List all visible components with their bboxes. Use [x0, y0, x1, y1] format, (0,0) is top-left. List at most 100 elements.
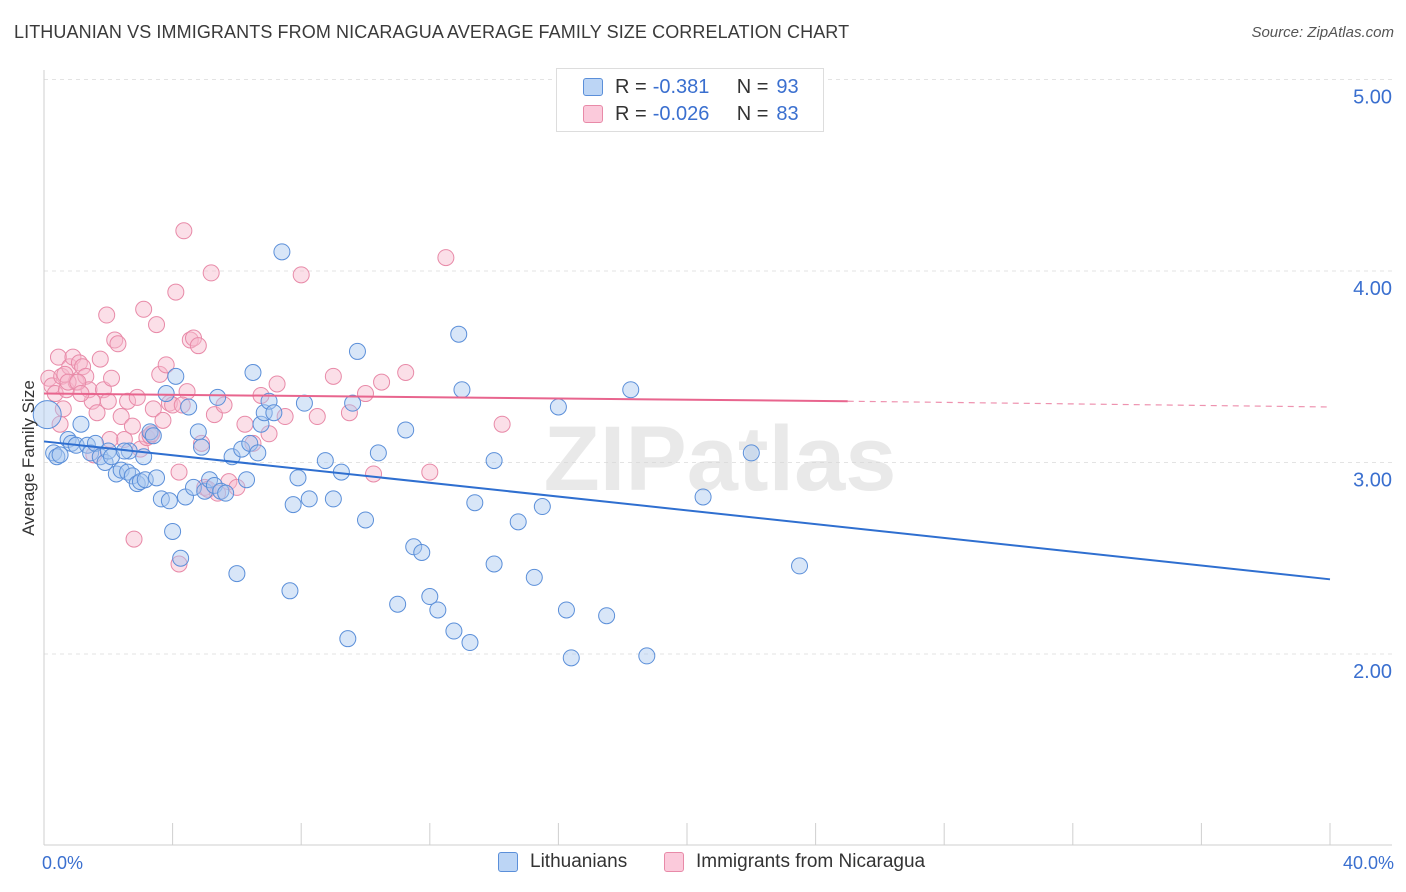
data-point-lithuanians [180, 398, 198, 416]
data-point-nicaragua [128, 388, 146, 406]
data-point-lithuanians [72, 415, 90, 433]
data-point-lithuanians [157, 385, 175, 403]
data-point-lithuanians [32, 400, 62, 430]
data-point-nicaragua [59, 373, 77, 391]
y-tick-label: 2.00 [1353, 661, 1392, 683]
data-point-nicaragua [170, 463, 188, 481]
data-point-nicaragua [373, 373, 391, 391]
data-point-nicaragua [119, 392, 137, 410]
data-point-lithuanians [112, 461, 130, 479]
data-point-lithuanians [172, 549, 190, 567]
trend-line-nicaragua-extension [847, 400, 1331, 408]
data-point-lithuanians [429, 601, 447, 619]
bottom-legend-nicaragua: Immigrants from Nicaragua [664, 851, 925, 873]
data-point-nicaragua [189, 337, 207, 355]
data-point-lithuanians [638, 647, 656, 665]
data-point-nicaragua [88, 404, 106, 422]
data-point-lithuanians [300, 490, 318, 508]
data-point-nicaragua [202, 264, 220, 282]
legend-n-value: 83 [776, 102, 799, 125]
series-lithuanians [32, 243, 809, 667]
data-point-lithuanians [549, 398, 567, 416]
data-point-lithuanians [244, 363, 262, 381]
data-point-nicaragua [51, 415, 69, 433]
data-point-nicaragua [170, 555, 188, 573]
data-point-nicaragua [175, 222, 193, 240]
bottom-legend-lithuanians: Lithuanians [498, 851, 627, 873]
data-point-nicaragua [144, 400, 162, 418]
data-point-nicaragua [112, 408, 130, 426]
data-point-lithuanians [461, 634, 479, 652]
trend-line-nicaragua [43, 392, 848, 403]
legend-swatch-pink [583, 105, 603, 123]
data-point-lithuanians [485, 555, 503, 573]
x-tick-label: 40.0% [1343, 853, 1394, 873]
data-point-lithuanians [48, 448, 66, 466]
data-point-nicaragua [268, 375, 286, 393]
data-point-nicaragua [103, 369, 121, 387]
data-point-nicaragua [148, 316, 166, 334]
tick-labels: 2.00 3.00 4.00 5.00 0.0% 40.0% [42, 87, 1394, 874]
data-point-lithuanians [421, 588, 439, 606]
source-label: Source: ZipAtlas.com [1251, 24, 1394, 41]
data-point-nicaragua [135, 300, 153, 318]
data-point-nicaragua [437, 249, 455, 267]
data-point-nicaragua [397, 363, 415, 381]
trend-lines [43, 392, 1331, 581]
data-point-lithuanians [348, 342, 366, 360]
legend-swatch-blue [583, 78, 603, 96]
chart-title: LITHUANIAN VS IMMIGRANTS FROM NICARAGUA … [14, 22, 850, 42]
data-point-nicaragua [236, 415, 254, 433]
data-point-lithuanians [324, 490, 342, 508]
data-point-lithuanians [209, 388, 227, 406]
data-point-lithuanians [193, 438, 211, 456]
data-point-lithuanians [485, 452, 503, 470]
legend-row-nicaragua: R = -0.026 N = 83 [583, 102, 799, 126]
data-point-lithuanians [357, 511, 374, 529]
data-point-lithuanians [51, 446, 69, 464]
legend-row-lithuanians: R = -0.381 N = 93 [583, 75, 799, 99]
bottom-legend-label: Lithuanians [530, 851, 628, 872]
data-point-nicaragua [99, 392, 117, 410]
data-point-nicaragua [167, 283, 185, 301]
data-point-lithuanians [167, 367, 185, 385]
data-point-lithuanians [622, 381, 640, 399]
data-point-lithuanians [228, 565, 246, 583]
grid-lines [44, 79, 1392, 655]
data-point-nicaragua [493, 415, 511, 433]
data-point-lithuanians [189, 423, 207, 441]
data-point-lithuanians [742, 444, 760, 462]
data-point-lithuanians [289, 469, 307, 487]
data-point-lithuanians [249, 444, 267, 462]
y-tick-label: 5.00 [1353, 87, 1392, 109]
data-point-lithuanians [265, 404, 283, 422]
data-point-nicaragua [276, 408, 294, 426]
y-axis-label: Average Family Size [19, 380, 38, 536]
data-point-lithuanians [598, 607, 616, 625]
data-point-lithuanians [445, 622, 463, 640]
data-point-nicaragua [74, 358, 92, 376]
bottom-legend: Lithuanians Immigrants from Nicaragua [0, 851, 1406, 879]
y-tick-label: 3.00 [1353, 470, 1392, 492]
y-tick-label: 4.00 [1353, 278, 1392, 300]
data-point-nicaragua [91, 350, 109, 368]
data-point-lithuanians [453, 381, 471, 399]
data-point-nicaragua [340, 404, 358, 422]
data-point-nicaragua [157, 356, 175, 374]
data-point-nicaragua [125, 530, 143, 548]
data-point-nicaragua [98, 306, 116, 324]
data-point-lithuanians [148, 469, 166, 487]
data-point-lithuanians [450, 325, 468, 343]
data-point-nicaragua [324, 367, 342, 385]
data-point-lithuanians [164, 522, 182, 540]
axes [43, 70, 1392, 846]
data-point-nicaragua [109, 335, 127, 353]
data-point-lithuanians [397, 421, 415, 439]
data-point-lithuanians [694, 488, 712, 506]
data-point-lithuanians [509, 513, 527, 531]
data-point-lithuanians [238, 471, 256, 489]
data-point-lithuanians [128, 475, 146, 493]
data-point-lithuanians [217, 484, 235, 502]
data-point-lithuanians [389, 595, 407, 613]
